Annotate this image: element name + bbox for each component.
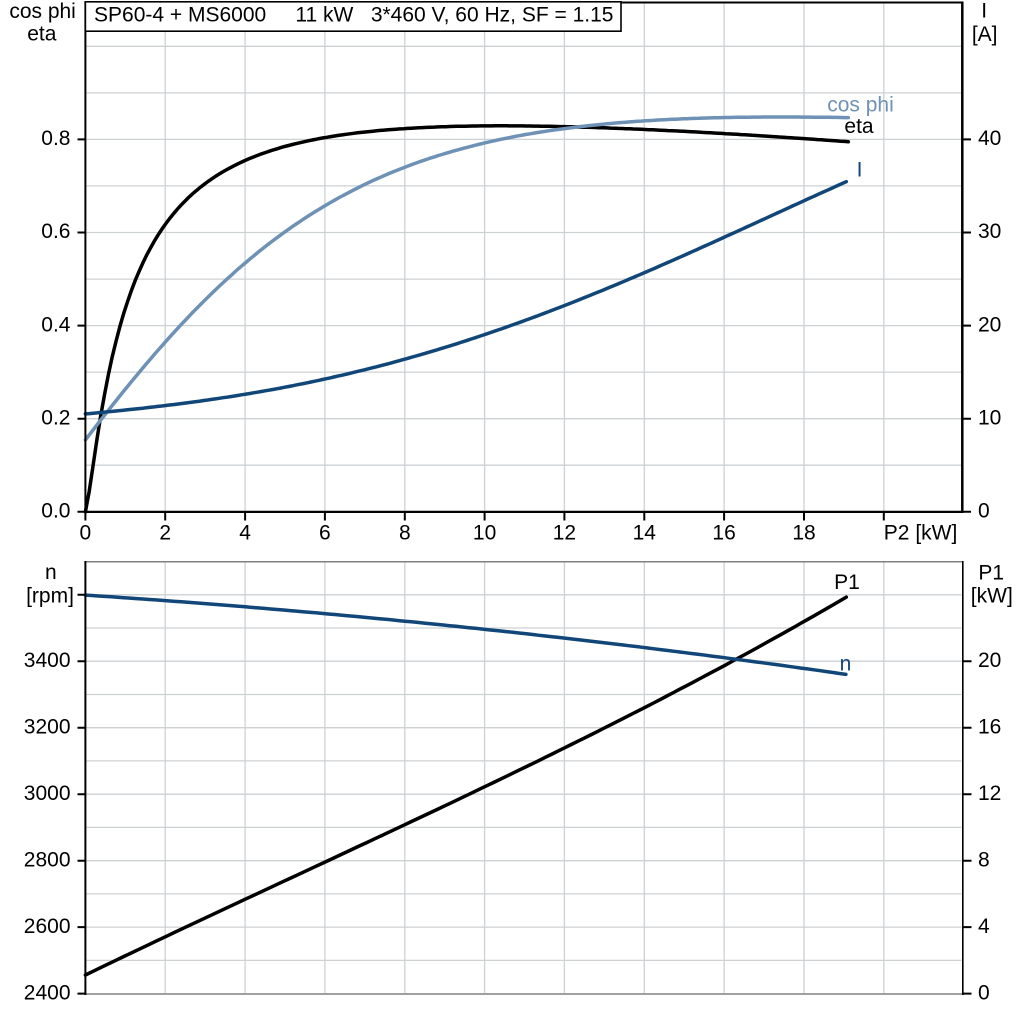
svg-text:6: 6 <box>319 522 331 545</box>
svg-text:[kW]: [kW] <box>971 584 1013 607</box>
svg-text:cos phi: cos phi <box>827 94 894 117</box>
svg-text:eta: eta <box>844 115 874 138</box>
svg-text:12: 12 <box>553 522 576 545</box>
svg-text:20: 20 <box>978 313 1001 336</box>
svg-text:I: I <box>857 159 863 182</box>
svg-text:2400: 2400 <box>24 981 71 1004</box>
svg-text:8: 8 <box>399 522 411 545</box>
svg-text:0.8: 0.8 <box>41 127 70 150</box>
svg-text:3000: 3000 <box>24 782 71 805</box>
svg-text:3200: 3200 <box>24 715 71 738</box>
svg-text:4: 4 <box>239 522 251 545</box>
svg-text:eta: eta <box>27 23 57 46</box>
svg-text:2800: 2800 <box>24 848 71 871</box>
svg-text:P1: P1 <box>834 571 860 594</box>
svg-text:14: 14 <box>633 522 657 545</box>
svg-text:30: 30 <box>978 220 1001 243</box>
svg-text:P2 [kW]: P2 [kW] <box>884 522 958 545</box>
svg-text:cos phi: cos phi <box>9 0 76 23</box>
svg-text:0.0: 0.0 <box>41 500 70 523</box>
svg-text:10: 10 <box>473 522 496 545</box>
svg-text:3400: 3400 <box>24 649 71 672</box>
svg-text:0: 0 <box>80 522 92 545</box>
svg-text:16: 16 <box>978 715 1001 738</box>
svg-text:20: 20 <box>978 649 1001 672</box>
svg-text:n: n <box>45 561 57 584</box>
svg-text:2600: 2600 <box>24 915 71 938</box>
svg-text:0: 0 <box>978 981 990 1004</box>
svg-text:2: 2 <box>159 522 171 545</box>
svg-text:8: 8 <box>978 848 990 871</box>
svg-text:P1: P1 <box>978 561 1004 584</box>
svg-text:[rpm]: [rpm] <box>26 585 74 608</box>
svg-text:[A]: [A] <box>972 23 998 46</box>
svg-text:I: I <box>981 0 987 23</box>
svg-text:0.2: 0.2 <box>41 406 70 429</box>
svg-text:0.6: 0.6 <box>41 220 70 243</box>
svg-text:n: n <box>840 653 852 676</box>
svg-text:SP60-4 + MS6000 11 kW 3*: SP60-4 + MS6000 11 kW 3*460 V, 60 Hz, SF… <box>94 4 613 27</box>
svg-text:10: 10 <box>978 406 1001 429</box>
svg-text:40: 40 <box>978 127 1001 150</box>
svg-text:12: 12 <box>978 782 1001 805</box>
svg-text:16: 16 <box>712 522 735 545</box>
svg-text:18: 18 <box>792 522 815 545</box>
svg-text:0: 0 <box>978 500 990 523</box>
svg-text:0.4: 0.4 <box>41 313 71 336</box>
svg-text:4: 4 <box>978 915 990 938</box>
